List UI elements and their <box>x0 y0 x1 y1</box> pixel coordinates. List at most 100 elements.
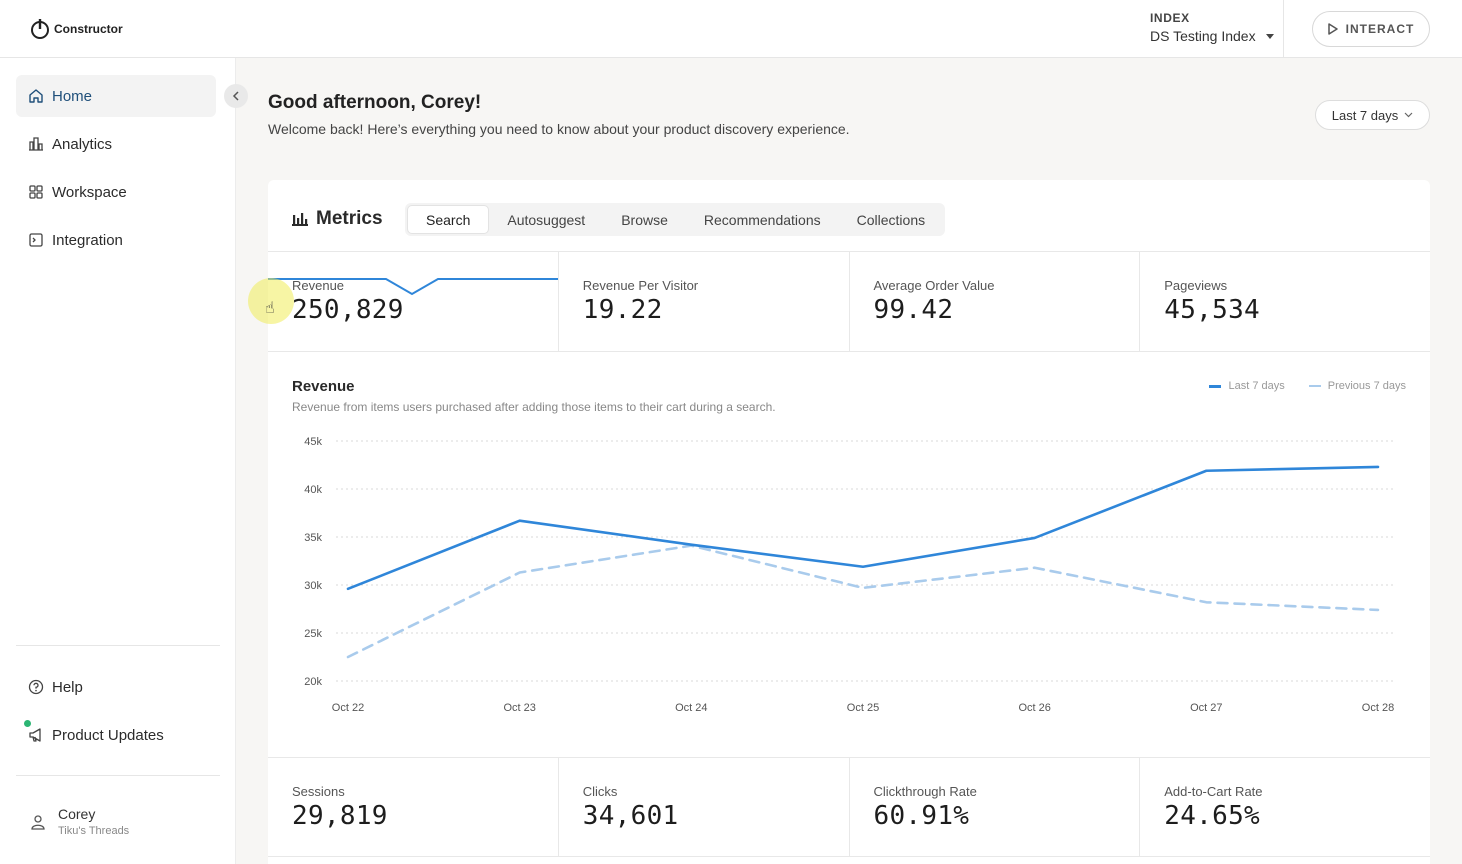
kpi-value: 250,829 <box>292 295 404 325</box>
kpi-average-order-value[interactable]: Average Order Value 99.42 <box>850 252 1141 351</box>
hand-cursor-icon: ☝ <box>265 300 275 317</box>
user-profile[interactable]: Corey Tiku's Threads <box>30 806 129 837</box>
index-label: INDEX <box>1150 11 1190 25</box>
sidebar-item-analytics[interactable]: Analytics <box>16 123 216 165</box>
kpi-label: Pageviews <box>1164 278 1228 293</box>
y-tick-label: 30k <box>304 580 322 592</box>
x-tick-label: Oct 26 <box>1018 702 1050 714</box>
divider <box>16 645 220 646</box>
kpi-add-to-cart-rate[interactable]: Add-to-Cart Rate 24.65% <box>1140 758 1430 856</box>
divider <box>1283 0 1284 58</box>
sidebar-item-workspace[interactable]: Workspace <box>16 171 216 213</box>
kpi-label: Clickthrough Rate <box>873 784 977 799</box>
sidebar-item-label: Integration <box>52 231 123 249</box>
x-tick-label: Oct 23 <box>503 702 535 714</box>
chevron-left-icon <box>232 91 239 101</box>
sidebar-item-home[interactable]: Home <box>16 75 216 117</box>
analytics-icon <box>29 137 43 151</box>
x-tick-label: Oct 28 <box>1362 702 1394 714</box>
metrics-card: Metrics Search Autosuggest Browse Recomm… <box>268 180 1430 864</box>
sidebar-item-label: Workspace <box>52 183 127 201</box>
logo[interactable]: Constructor <box>30 18 123 40</box>
kpi-value: 19.22 <box>582 295 663 325</box>
kpi-value: 60.91% <box>873 801 970 831</box>
tab-recommendations[interactable]: Recommendations <box>703 211 821 228</box>
divider <box>268 251 1430 252</box>
x-tick-label: Oct 22 <box>332 702 364 714</box>
kpi-clicks[interactable]: Clicks 34,601 <box>559 758 850 856</box>
sidebar-item-product-updates[interactable]: Product Updates <box>16 714 216 756</box>
chart-legend: Last 7 days Previous 7 days <box>1209 380 1406 392</box>
legend-swatch <box>1308 385 1321 387</box>
series-line-previous-7-days <box>346 544 1380 659</box>
home-icon <box>29 89 43 103</box>
logo-text: Constructor <box>54 22 123 36</box>
series-line-last-7-days <box>346 465 1380 591</box>
help-icon <box>28 679 44 695</box>
tab-browse[interactable]: Browse <box>621 211 668 228</box>
collapse-sidebar-button[interactable] <box>224 84 248 108</box>
sidebar-item-label: Help <box>52 678 83 696</box>
top-bar: Constructor INDEX DS Testing Index INTER… <box>0 0 1462 58</box>
notification-dot <box>24 720 31 727</box>
chevron-down-icon <box>1404 112 1413 118</box>
index-value-text: DS Testing Index <box>1150 28 1256 44</box>
kpi-label: Sessions <box>292 784 345 799</box>
kpi-revenue-per-visitor[interactable]: Revenue Per Visitor 19.22 <box>559 252 850 351</box>
kpi-revenue[interactable]: Revenue 250,829 <box>268 252 559 351</box>
kpi-value: 99.42 <box>873 295 954 325</box>
legend-item-previous-7-days[interactable]: Previous 7 days <box>1308 380 1406 392</box>
y-tick-label: 25k <box>304 628 322 640</box>
kpi-value: 45,534 <box>1164 295 1260 325</box>
date-range-dropdown[interactable]: Last 7 days <box>1315 100 1430 130</box>
index-selector[interactable]: INDEX DS Testing Index <box>1150 11 1274 44</box>
chart-title: Revenue <box>292 378 355 395</box>
kpi-value: 24.65% <box>1164 801 1260 831</box>
tab-search[interactable]: Search <box>407 205 490 234</box>
tab-autosuggest[interactable]: Autosuggest <box>507 211 586 228</box>
y-tick-label: 35k <box>304 532 322 544</box>
integration-icon <box>29 233 43 247</box>
kpi-sessions[interactable]: Sessions 29,819 <box>268 758 559 856</box>
interact-button[interactable]: INTERACT <box>1312 11 1430 47</box>
divider <box>16 775 220 776</box>
kpi-label: Average Order Value <box>873 278 995 293</box>
power-logo-icon <box>31 19 49 39</box>
kpi-pageviews[interactable]: Pageviews 45,534 <box>1140 252 1430 351</box>
tab-collections[interactable]: Collections <box>856 211 926 228</box>
kpi-label: Clicks <box>582 784 618 799</box>
sidebar-item-label: Product Updates <box>52 726 164 744</box>
sidebar-item-label: Home <box>52 87 93 105</box>
kpi-label: Revenue <box>292 278 345 293</box>
metrics-tabs: Search Autosuggest Browse Recommendation… <box>405 203 946 236</box>
kpi-value: 34,601 <box>582 801 679 831</box>
megaphone-icon <box>29 728 41 742</box>
date-range-label: Last 7 days <box>1331 107 1399 123</box>
metrics-heading: Metrics <box>292 208 383 230</box>
kpi-row-bottom: Sessions 29,819 Clicks 34,601 Clickthrou… <box>268 757 1430 857</box>
index-value[interactable]: DS Testing Index <box>1150 28 1274 44</box>
sidebar: Home Analytics Workspace Integration Hel… <box>0 58 236 864</box>
legend-swatch <box>1209 384 1222 388</box>
legend-label: Previous 7 days <box>1327 380 1406 392</box>
x-tick-label: Oct 27 <box>1190 702 1222 714</box>
legend-item-last-7-days[interactable]: Last 7 days <box>1209 380 1285 392</box>
workspace-icon <box>29 185 43 199</box>
page-title: Good afternoon, Corey! <box>268 92 482 113</box>
sidebar-item-integration[interactable]: Integration <box>16 219 216 261</box>
metrics-title: Metrics <box>316 208 383 229</box>
caret-down-icon <box>1265 33 1274 39</box>
revenue-line-chart: 45k 40k 35k 30k 25k 20k Oct 22 Oct 23 Oct 24 Oct … <box>304 436 1396 714</box>
x-tick-label: Oct 24 <box>675 702 707 714</box>
y-tick-label: 20k <box>304 676 322 688</box>
interact-label: INTERACT <box>1345 22 1415 36</box>
welcome-text: Welcome back! Here’s everything you need… <box>268 121 850 137</box>
kpi-label: Add-to-Cart Rate <box>1164 784 1263 799</box>
y-tick-label: 40k <box>304 484 322 496</box>
sidebar-item-help[interactable]: Help <box>16 666 216 708</box>
kpi-clickthrough-rate[interactable]: Clickthrough Rate 60.91% <box>850 758 1141 856</box>
kpi-row-top: Revenue 250,829 Revenue Per Visitor 19.2… <box>268 252 1430 352</box>
play-icon <box>1327 23 1338 35</box>
bar-chart-icon <box>292 213 308 226</box>
sidebar-item-label: Analytics <box>52 135 113 153</box>
